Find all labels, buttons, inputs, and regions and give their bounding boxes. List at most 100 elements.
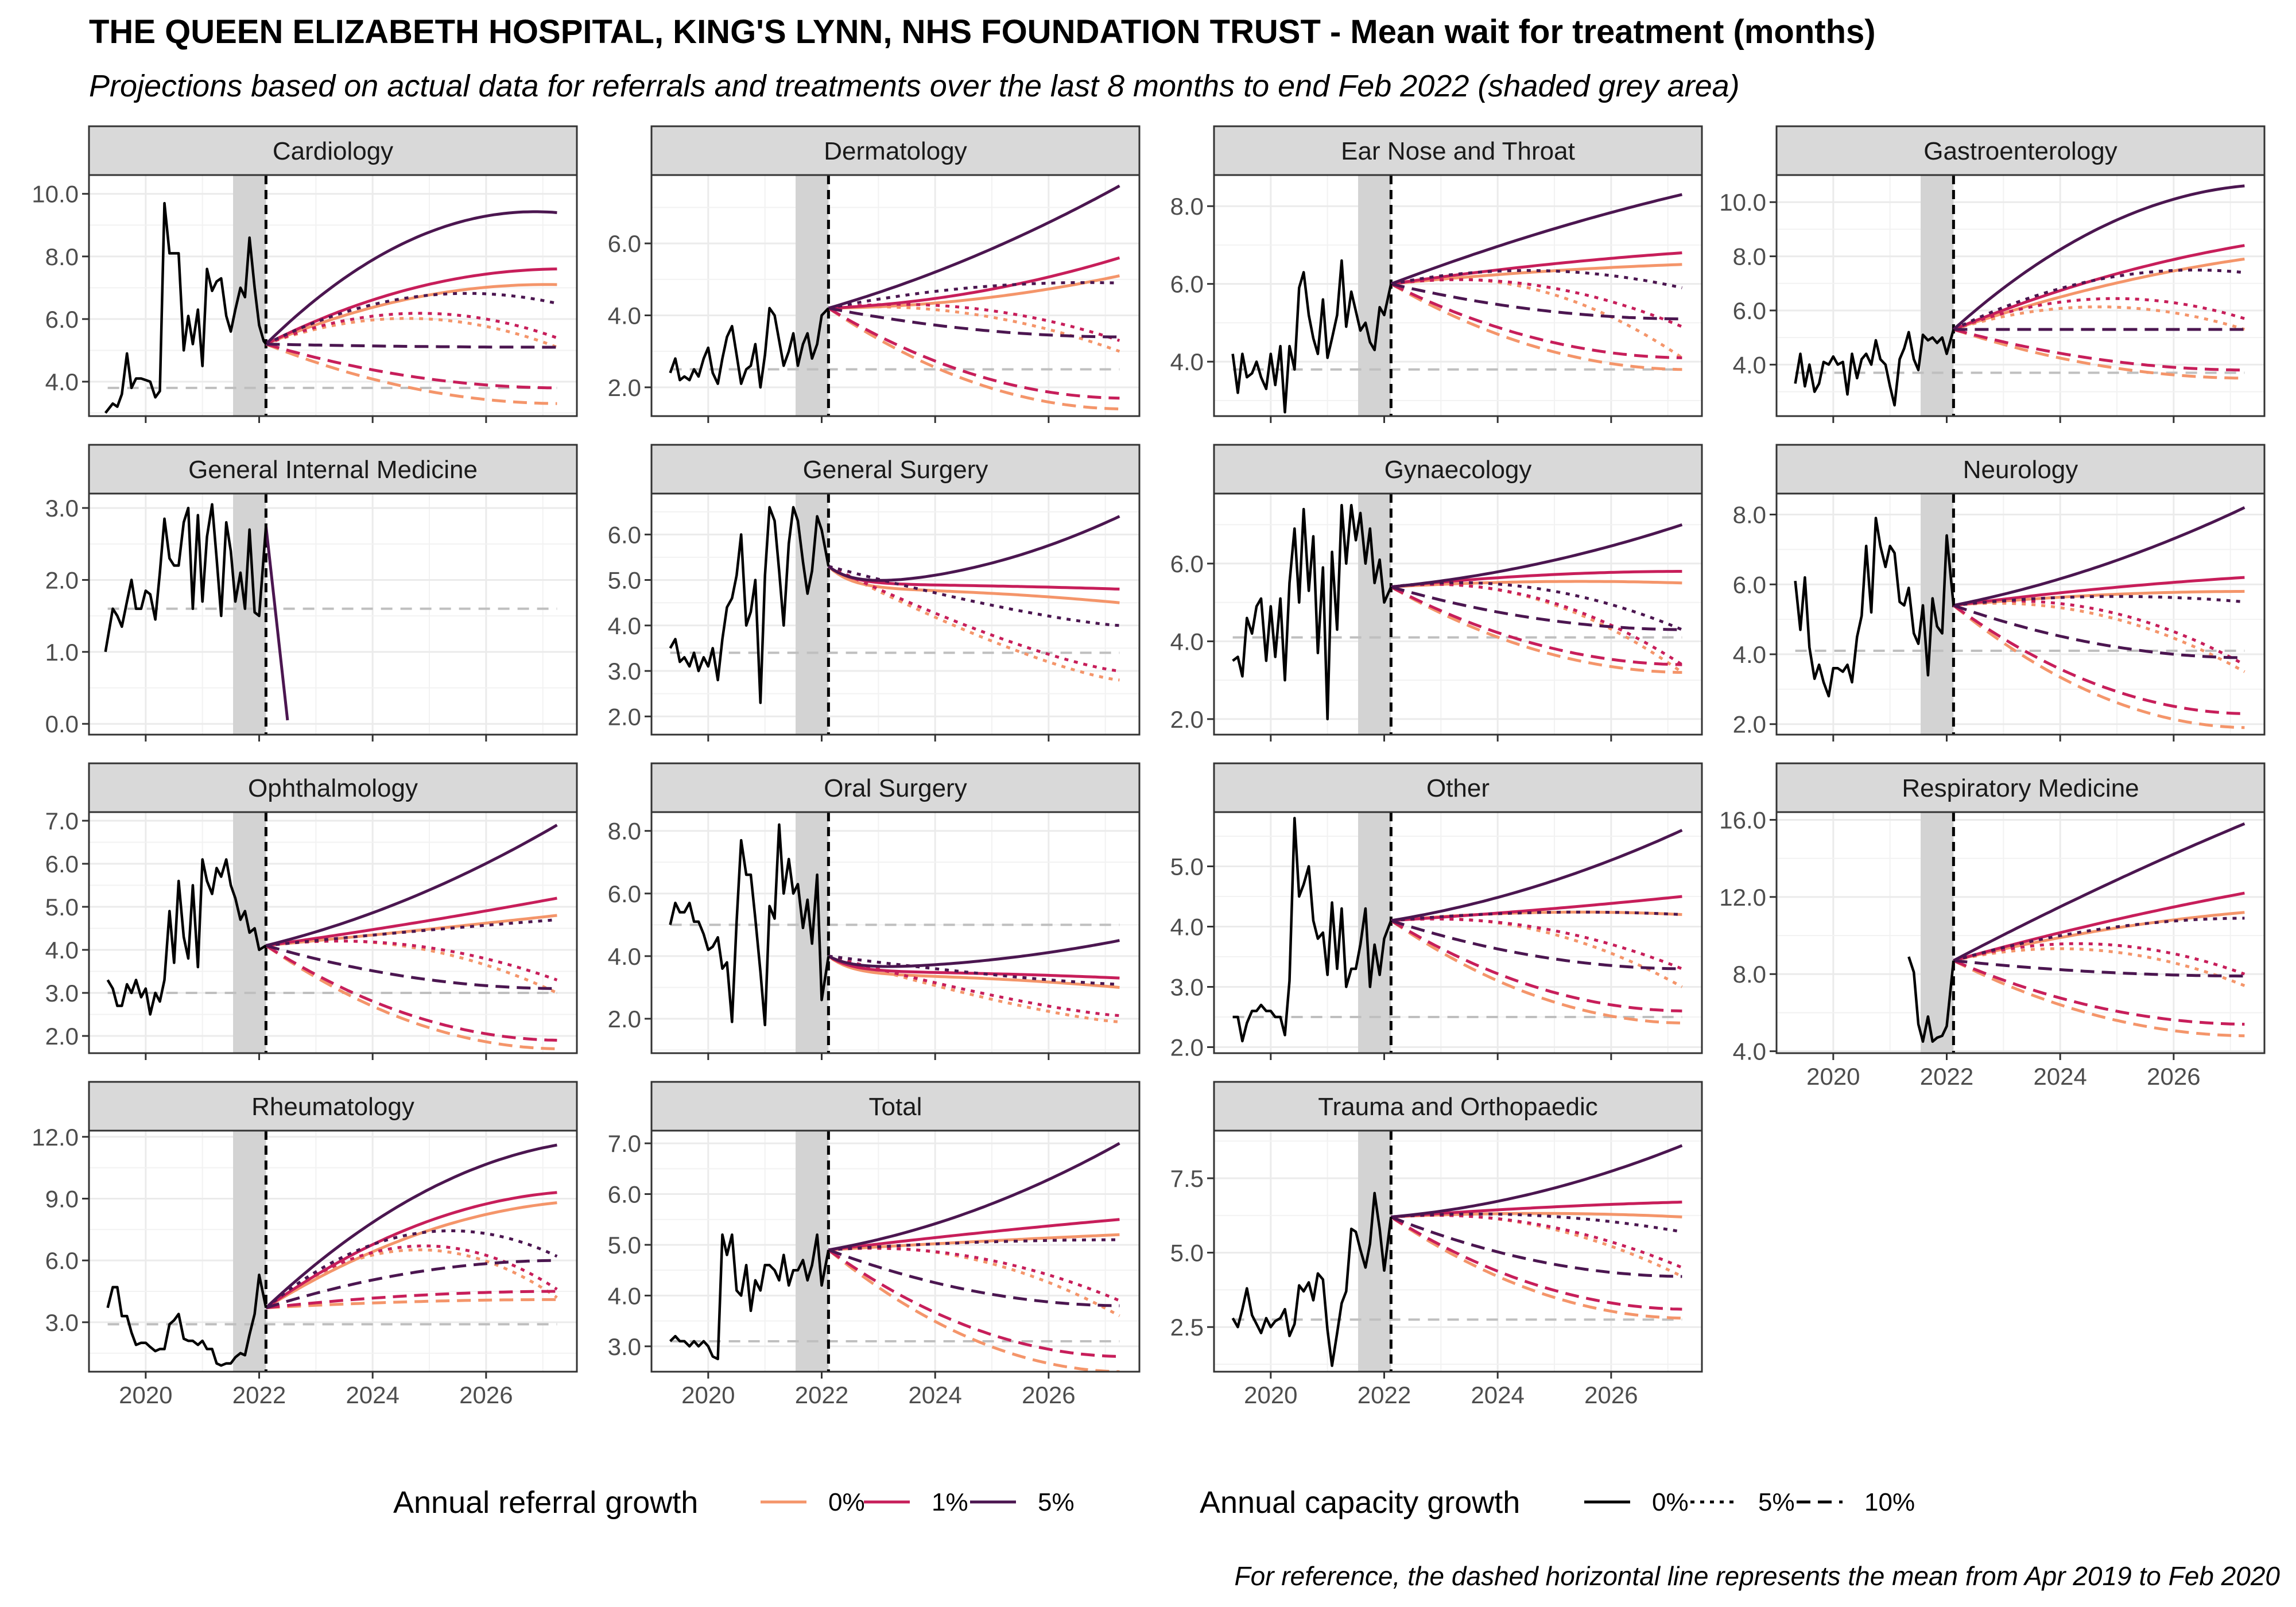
shaded-period — [796, 494, 829, 735]
panel-plot-area — [1214, 494, 1702, 735]
y-tick-label: 2.0 — [1170, 1034, 1204, 1061]
y-tick-label: 6.0 — [1733, 297, 1766, 324]
facet-label: Ophthalmology — [248, 774, 418, 802]
panel-border — [650, 492, 1141, 736]
y-tick-label: 9.0 — [45, 1185, 79, 1212]
y-tick-label: 5.0 — [1170, 853, 1204, 880]
legend-label-capacity: 5% — [1758, 1488, 1795, 1516]
projection-line — [1953, 947, 2245, 987]
projection-line — [1953, 328, 2245, 380]
projection-line — [828, 565, 1120, 682]
projection-line — [827, 565, 1120, 604]
panel-oral-surgery: Oral Surgery 2.0 4.0 6.0 8.0 — [608, 762, 1141, 1060]
legend-label-referral: 1% — [932, 1488, 968, 1516]
projection-line — [1390, 919, 1682, 1012]
projection-line — [266, 940, 558, 981]
projection-line — [827, 515, 1120, 582]
facet-label: Ear Nose and Throat — [1341, 137, 1575, 165]
projection-line — [1953, 959, 2245, 978]
actual-line — [106, 1274, 267, 1367]
facet-label: Rheumatology — [251, 1093, 414, 1121]
y-tick-label: 8.0 — [608, 818, 641, 845]
y-tick-label: 6.0 — [608, 230, 641, 257]
projection-line — [1390, 1216, 1682, 1278]
x-tick-label: 2026 — [2147, 1063, 2200, 1090]
panel-total: Total 3.0 4.0 5.0 6.0 7.0 2020 2022 2024 2026 — [608, 1081, 1141, 1408]
x-tick-label: 2024 — [1471, 1381, 1524, 1408]
projection-line — [265, 944, 557, 990]
projection-line — [266, 939, 558, 995]
projection-line — [828, 281, 1120, 310]
panel-plot-area — [651, 1131, 1139, 1372]
panel-dermatology: Dermatology 2.0 4.0 6.0 — [608, 125, 1141, 423]
projection-line — [1952, 604, 2245, 729]
projection-line — [1953, 305, 2245, 331]
projection-line — [1391, 917, 1683, 988]
facet-grid: Cardiology 4.0 6.0 8.0 10.0 Dermatology 2.0 4.0… — [32, 125, 2266, 1408]
projection-line — [265, 283, 557, 346]
projection-line — [1953, 589, 2245, 607]
projection-line — [828, 565, 1120, 673]
projection-line — [264, 526, 289, 721]
y-tick-label: 6.0 — [45, 306, 79, 333]
projection-line — [1390, 829, 1683, 922]
projection-line — [1390, 585, 1682, 666]
projection-line — [828, 306, 1120, 339]
panel-plot-area — [1214, 1131, 1702, 1372]
y-tick-label: 5.0 — [608, 1232, 641, 1259]
projection-line — [1391, 1200, 1682, 1218]
projection-line — [1391, 523, 1683, 589]
y-tick-label: 6.0 — [1170, 550, 1204, 577]
y-tick-label: 12.0 — [32, 1124, 79, 1151]
facet-label: Total — [869, 1093, 922, 1121]
panel-cardiology: Cardiology 4.0 6.0 8.0 10.0 — [32, 125, 578, 423]
y-tick-label: 2.0 — [45, 1023, 79, 1050]
panel-plot-area — [89, 812, 577, 1053]
y-tick-label: 7.0 — [608, 1130, 641, 1157]
projection-line — [1952, 184, 2245, 331]
y-tick-label: 16.0 — [1719, 806, 1766, 833]
panel-plot-area — [1777, 812, 2264, 1053]
y-tick-label: 4.0 — [1733, 641, 1766, 668]
panel-plot-area — [1214, 175, 1702, 416]
shaded-period — [1921, 175, 1954, 416]
y-tick-label: 3.0 — [45, 980, 79, 1007]
actual-line — [1231, 1191, 1393, 1367]
y-tick-label: 6.0 — [45, 851, 79, 878]
projection-line — [1390, 282, 1682, 359]
legend-label-referral: 5% — [1038, 1488, 1075, 1516]
x-tick-label: 2022 — [1358, 1381, 1411, 1408]
facet-label: Oral Surgery — [824, 774, 967, 802]
y-tick-label: 6.0 — [608, 1181, 641, 1208]
panel-plot-area — [89, 1131, 577, 1372]
projection-line — [266, 343, 557, 349]
facet-strip — [88, 762, 578, 813]
projection-line — [265, 312, 558, 346]
projection-line — [1390, 282, 1682, 371]
y-tick-label: 8.0 — [45, 243, 79, 270]
projection-line — [1953, 959, 2245, 1038]
projection-line — [1953, 601, 2245, 673]
panel-plot-area — [651, 812, 1139, 1053]
facet-label: Trauma and Orthopaedic — [1318, 1093, 1598, 1121]
projection-line — [828, 1248, 1120, 1307]
panel-border — [1213, 811, 1703, 1054]
y-tick-label: 12.0 — [1719, 884, 1766, 911]
y-tick-label: 5.0 — [45, 894, 79, 921]
projection-line — [1390, 269, 1682, 289]
panel-border — [88, 811, 578, 1054]
x-tick-label: 2020 — [1244, 1381, 1297, 1408]
panel-ophthalmology: Ophthalmology 2.0 3.0 4.0 5.0 6.0 7.0 — [45, 762, 578, 1060]
panel-plot-area — [651, 175, 1139, 416]
projection-line — [265, 1248, 558, 1309]
panel-plot-area — [651, 494, 1139, 735]
panel-background — [651, 175, 1139, 416]
projection-line — [265, 343, 557, 390]
y-tick-label: 4.0 — [608, 1282, 641, 1309]
panel-background — [651, 494, 1139, 735]
projection-line — [1390, 585, 1682, 674]
projection-line — [1390, 1216, 1682, 1311]
panel-background — [89, 812, 577, 1053]
panel-plot-area — [89, 175, 577, 416]
y-tick-label: 2.0 — [1733, 711, 1766, 738]
